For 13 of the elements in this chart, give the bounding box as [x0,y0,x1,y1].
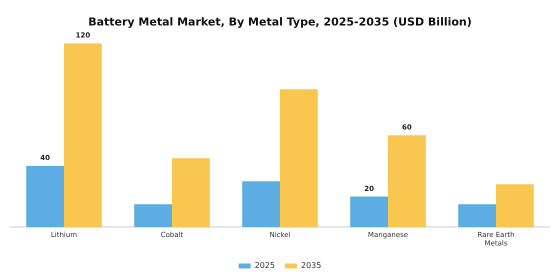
bar [26,166,64,228]
bar [496,184,534,228]
bar [242,181,280,228]
bar [280,89,318,228]
bar [134,204,172,228]
legend-label: 2025 [254,261,275,270]
bar [388,135,426,228]
bar [64,43,102,228]
bar [458,204,496,228]
bar [350,196,388,228]
chart-title: Battery Metal Market, By Metal Type, 2025-2035 (USD Billion) [88,15,472,28]
bar [172,158,210,228]
legend-label: 2035 [301,261,322,270]
